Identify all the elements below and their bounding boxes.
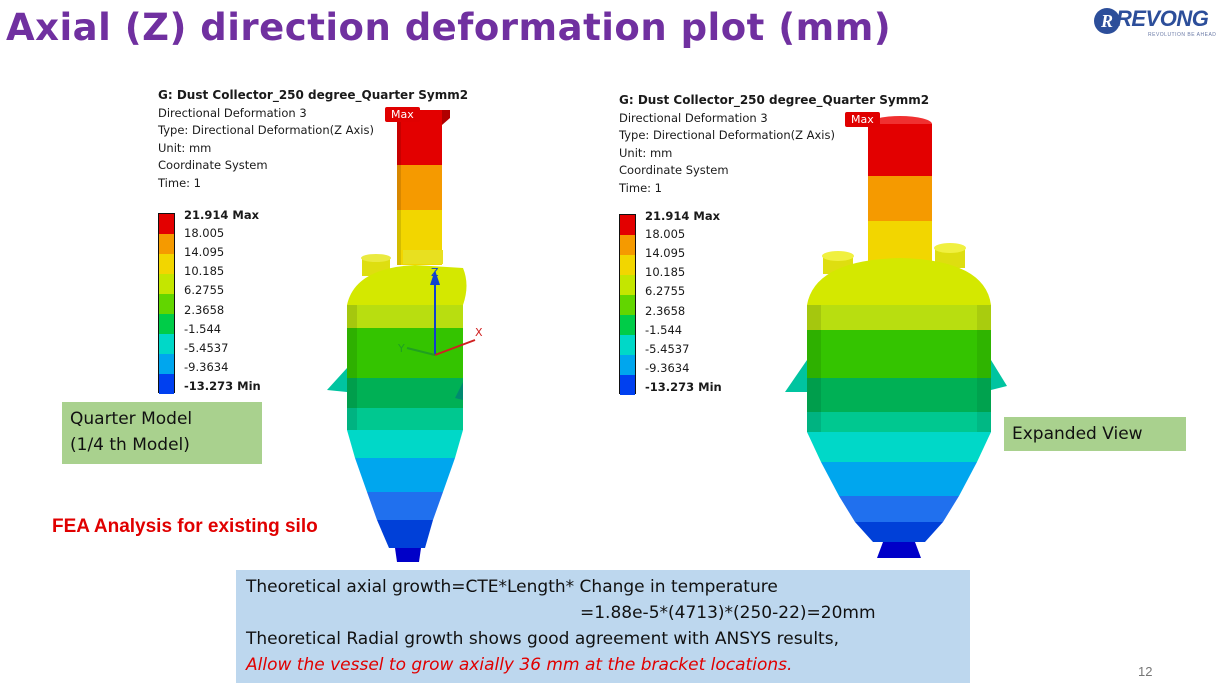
expanded-model-contour-image: [785, 116, 1007, 558]
legend-value: -5.4537: [645, 342, 690, 356]
legend-value-max: 21.914 Max: [645, 209, 721, 223]
right-info-line: Unit: mm: [619, 145, 673, 160]
right-max-tag: Max: [845, 112, 880, 127]
right-info-line: Coordinate System: [619, 163, 729, 177]
left-color-legend: 21.914 Max 18.005 14.095 10.185 6.2755 2…: [158, 208, 298, 395]
legend-value: -5.4537: [184, 341, 229, 355]
legend-swatch: [620, 355, 635, 375]
right-info-line: Directional Deformation 3: [619, 110, 768, 125]
legend-swatch: [620, 315, 635, 335]
legend-value: -9.3634: [184, 360, 229, 374]
legend-value-min: -13.273 Min: [184, 379, 261, 393]
note-line-radial-growth: Theoretical Radial growth shows good agr…: [246, 629, 839, 649]
legend-swatch: [159, 274, 174, 294]
legend-value-max: 21.914 Max: [184, 208, 260, 222]
left-info-line: Directional Deformation 3: [158, 105, 307, 120]
legend-swatch: [620, 255, 635, 275]
expanded-view-label-text: Expanded View: [1012, 424, 1143, 444]
legend-swatch: [159, 374, 174, 394]
legend-value: -1.544: [645, 323, 683, 337]
note-line-calculation: =1.88e-5*(4713)*(250-22)=20mm: [580, 603, 876, 623]
legend-value: 14.095: [184, 245, 225, 259]
z-axis-label: Z: [431, 266, 439, 279]
theoretical-growth-note: Theoretical axial growth=CTE*Length* Cha…: [236, 570, 970, 683]
legend-swatch: [620, 235, 635, 255]
legend-value: 10.185: [184, 264, 225, 278]
left-info-line: Unit: mm: [158, 140, 212, 155]
note-line-recommendation: Allow the vessel to grow axially 36 mm a…: [246, 655, 793, 675]
legend-value: 2.3658: [184, 303, 225, 317]
legend-swatch: [159, 214, 174, 234]
expanded-view-label: Expanded View: [1004, 417, 1186, 451]
logo-text: REVONG: [1116, 6, 1209, 31]
y-axis-label: Y: [397, 342, 405, 355]
left-info-line: Coordinate System: [158, 158, 268, 172]
legend-swatch: [159, 314, 174, 334]
quarter-model-contour-image: Z X Y: [327, 110, 483, 562]
legend-swatch: [159, 234, 174, 254]
legend-value: 18.005: [184, 226, 225, 240]
right-result-info: G: Dust Collector_250 degree_Quarter Sym…: [619, 92, 929, 197]
right-info-line: Type: Directional Deformation(Z Axis): [619, 128, 835, 142]
right-info-line: Time: 1: [619, 180, 662, 195]
legend-value: 2.3658: [645, 304, 686, 318]
right-info-header: G: Dust Collector_250 degree_Quarter Sym…: [619, 93, 930, 107]
slide-title: Axial (Z) direction deformation plot (mm…: [6, 6, 892, 49]
page-number: 12: [1138, 664, 1153, 679]
legend-swatch: [159, 254, 174, 274]
quarter-model-label: Quarter Model (1/4 th Model): [62, 402, 262, 464]
legend-value: 6.2755: [184, 283, 225, 297]
legend-value: -9.3634: [645, 361, 690, 375]
legend-value: 14.095: [645, 246, 686, 260]
legend-color-bar: [619, 214, 636, 395]
quarter-model-label-line: Quarter Model: [70, 409, 193, 429]
revong-logo: R REVONG REVOLUTION BE AHEAD: [1094, 6, 1216, 40]
left-result-info: G: Dust Collector_250 degree_Quarter Sym…: [158, 87, 468, 192]
legend-swatch: [620, 335, 635, 355]
left-info-line: Type: Directional Deformation(Z Axis): [158, 123, 374, 137]
fea-analysis-label: FEA Analysis for existing silo: [52, 516, 318, 537]
legend-value: 10.185: [645, 265, 686, 279]
legend-swatch: [159, 354, 174, 374]
right-color-legend: 21.914 Max 18.005 14.095 10.185 6.2755 2…: [619, 209, 759, 396]
left-max-tag: Max: [385, 107, 420, 122]
legend-color-bar: [158, 213, 175, 394]
x-axis-label: X: [475, 326, 483, 339]
left-info-header: G: Dust Collector_250 degree_Quarter Sym…: [158, 88, 469, 102]
legend-swatch: [620, 375, 635, 395]
legend-value: 18.005: [645, 227, 686, 241]
legend-value: 6.2755: [645, 284, 686, 298]
legend-swatch: [159, 334, 174, 354]
legend-swatch: [620, 275, 635, 295]
legend-swatch: [159, 294, 174, 314]
quarter-model-label-line: (1/4 th Model): [70, 435, 190, 455]
logo-mark: R: [1094, 8, 1120, 34]
legend-value-min: -13.273 Min: [645, 380, 722, 394]
legend-value: -1.544: [184, 322, 222, 336]
legend-swatch: [620, 295, 635, 315]
logo-tagline: REVOLUTION BE AHEAD: [1148, 32, 1217, 38]
legend-swatch: [620, 215, 635, 235]
note-line-axial-growth: Theoretical axial growth=CTE*Length* Cha…: [246, 577, 778, 597]
left-info-line: Time: 1: [158, 175, 201, 190]
